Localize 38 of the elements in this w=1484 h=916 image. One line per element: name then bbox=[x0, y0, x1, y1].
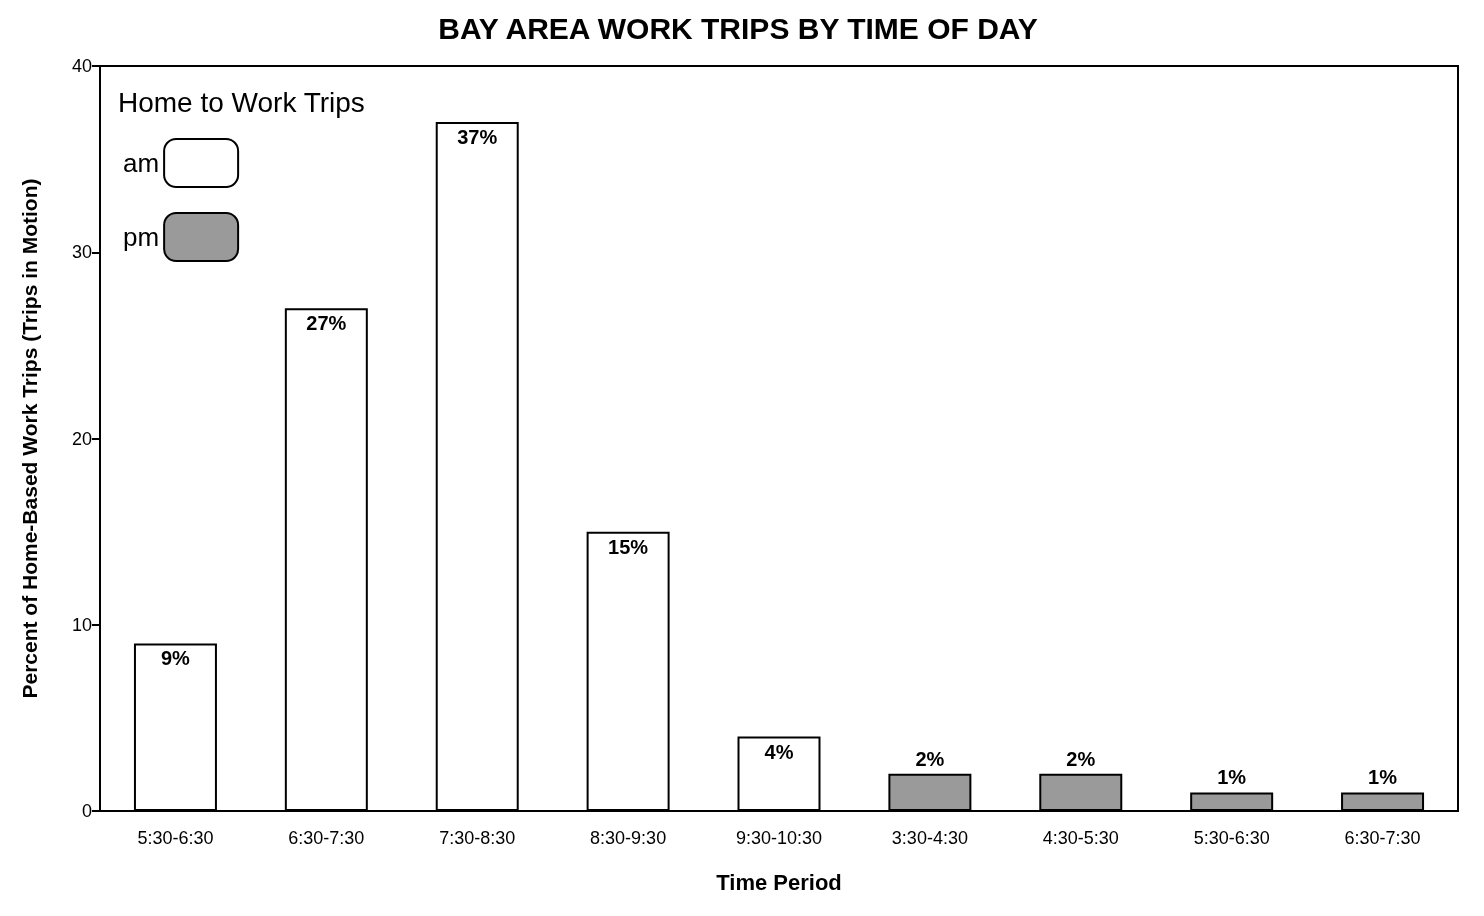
x-axis-title: Time Period bbox=[716, 869, 842, 895]
x-tick-label: 7:30-8:30 bbox=[439, 828, 516, 848]
chart-title: BAY AREA WORK TRIPS BY TIME OF DAY bbox=[438, 11, 1038, 45]
y-axis-title: Percent of Home-Based Work Trips (Trips in Motion) bbox=[18, 178, 41, 699]
bar bbox=[888, 773, 972, 811]
y-tick-label: 10 bbox=[71, 614, 92, 635]
legend-title: Home to Work Trips bbox=[118, 86, 365, 118]
bar bbox=[133, 643, 217, 811]
y-tick-label: 20 bbox=[71, 428, 92, 449]
data-label: 1% bbox=[1368, 766, 1398, 789]
data-label: 15% bbox=[608, 535, 649, 558]
data-label: 1% bbox=[1217, 766, 1247, 789]
data-label: 2% bbox=[915, 747, 945, 770]
x-tick-label: 5:30-6:30 bbox=[137, 828, 214, 848]
bar bbox=[435, 121, 519, 811]
legend-label: am bbox=[122, 148, 160, 178]
y-tick-label: 30 bbox=[71, 242, 92, 263]
x-tick-label: 5:30-6:30 bbox=[1193, 828, 1270, 848]
bar bbox=[737, 736, 821, 811]
x-tick-label: 8:30-9:30 bbox=[590, 828, 667, 848]
x-tick-label: 4:30-5:30 bbox=[1042, 828, 1119, 848]
y-tick-label: 40 bbox=[71, 56, 92, 76]
data-label: 9% bbox=[160, 647, 191, 670]
y-tick-label: 0 bbox=[81, 801, 92, 821]
bar bbox=[1039, 773, 1123, 811]
bar bbox=[586, 531, 670, 811]
data-label: 4% bbox=[764, 740, 794, 763]
x-tick-label: 9:30-10:30 bbox=[735, 828, 823, 848]
data-label: 2% bbox=[1066, 747, 1096, 770]
data-label: 27% bbox=[306, 312, 347, 335]
x-tick-label: 6:30-7:30 bbox=[1344, 828, 1421, 848]
bar bbox=[284, 308, 368, 811]
x-tick-label: 3:30-4:30 bbox=[891, 828, 968, 848]
legend-label: pm bbox=[122, 222, 160, 252]
x-tick-label: 6:30-7:30 bbox=[288, 828, 365, 848]
bar bbox=[1190, 792, 1274, 811]
bar bbox=[1341, 792, 1425, 811]
data-label: 37% bbox=[457, 125, 498, 148]
